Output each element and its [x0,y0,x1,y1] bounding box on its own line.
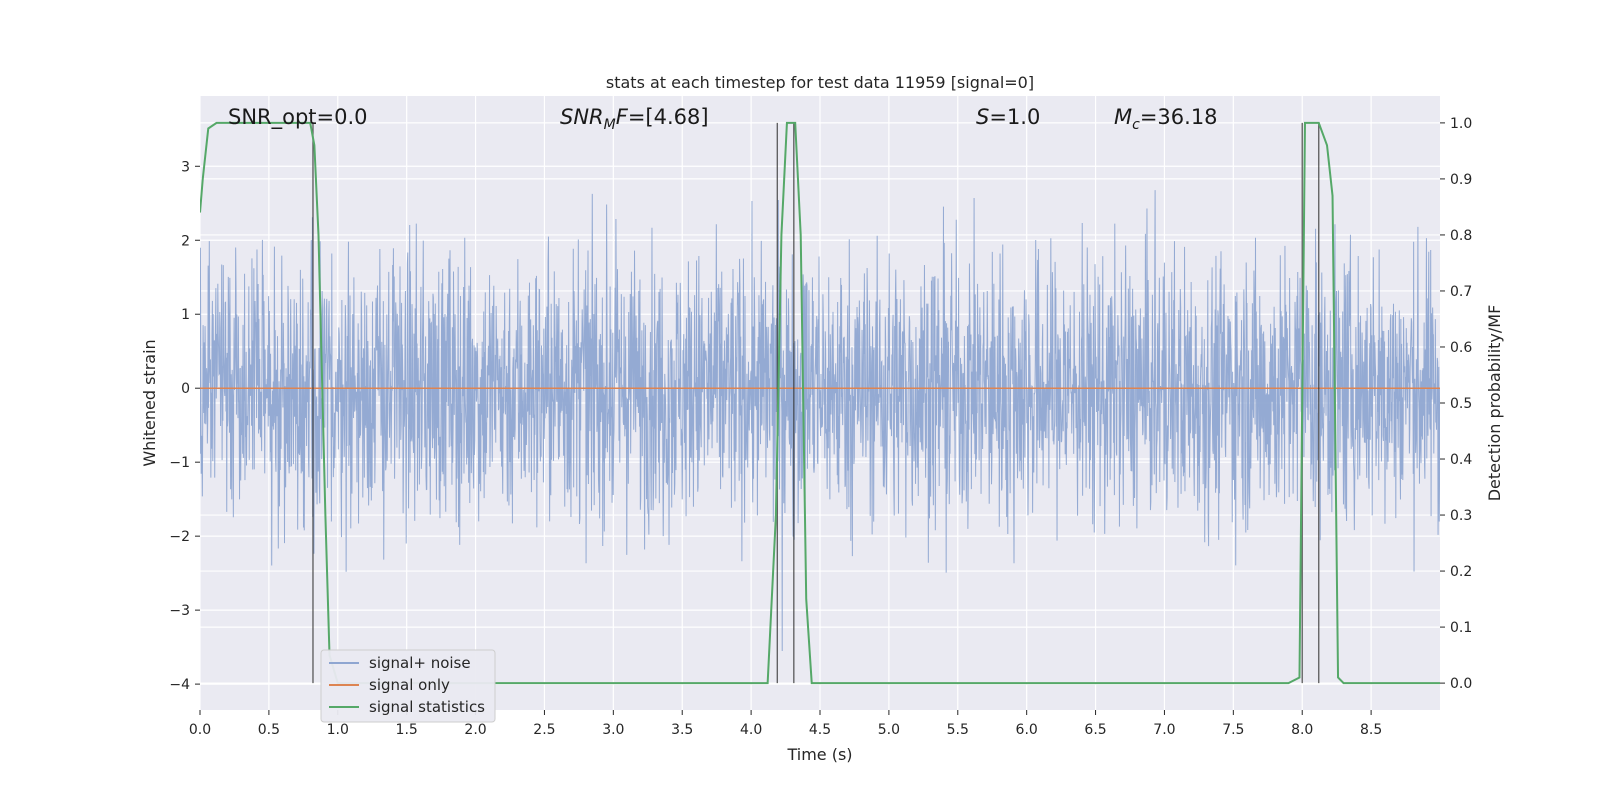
y-tick-label: 0 [181,381,190,397]
x-tick-label: 6.0 [1016,722,1038,738]
y-tick-label: −3 [169,603,190,619]
x-tick-label: 7.5 [1222,722,1244,738]
chart-title: stats at each timestep for test data 119… [606,73,1034,92]
annotation-snr-mf-sub: M [604,117,616,133]
x-tick-label: 0.5 [258,722,280,738]
series-signal-statistics-line [200,121,1440,685]
y2-tick-label: 0.0 [1450,676,1472,692]
annotation-mc-sub: c [1132,117,1140,133]
x-axis: 0.0 0.5 1.0 1.5 2.0 2.5 3.0 3.5 4.0 4.5 5.0 5.5 6.0 6… [189,710,1382,738]
annotation-s-value: =1.0 [989,105,1040,129]
y-axis-right: 1.0 0.9 0.8 0.7 0.6 0.5 0.4 0.3 0.2 0.1 0.0 [1440,116,1472,692]
y2-tick-label: 0.5 [1450,396,1472,412]
plot-data [200,121,1440,685]
annotation-mc-value: =36.18 [1140,105,1218,129]
y-axis-left: 3 2 1 0 −1 −2 −3 −4 [169,159,200,693]
legend-label-stats: signal statistics [369,698,485,716]
legend-label-signal: signal only [369,676,450,694]
x-tick-label: 2.5 [533,722,555,738]
y-tick-label: 3 [181,159,190,175]
x-tick-label: 4.0 [740,722,762,738]
y-tick-label: −4 [169,677,190,693]
annotation-s-name: S [976,105,989,129]
x-tick-label: 3.5 [671,722,693,738]
y2-tick-label: 0.8 [1450,228,1472,244]
annotation-mc-name: M [1114,105,1132,129]
annotation-snr-mf: SNRMF=[4.68] [560,105,709,133]
annotation-mc: Mc=36.18 [1114,105,1218,133]
y-tick-label: 2 [181,233,190,249]
x-tick-label: 8.5 [1360,722,1382,738]
x-tick-label: 3.0 [602,722,624,738]
y-tick-label: −2 [169,529,190,545]
y2-axis-label: Detection probability/MF [1485,305,1504,502]
y2-tick-label: 0.4 [1450,452,1472,468]
y-axis-label: Whitened strain [140,339,159,466]
y-tick-label: −1 [169,455,190,471]
legend: signal+ noise signal only signal statist… [320,649,496,723]
x-tick-label: 1.5 [396,722,418,738]
y2-tick-label: 0.2 [1450,564,1472,580]
legend-label-noise: signal+ noise [369,654,471,672]
y2-tick-label: 0.3 [1450,508,1472,524]
x-tick-label: 5.5 [947,722,969,738]
x-tick-label: 0.0 [189,722,211,738]
legend-box [320,649,496,723]
y-tick-label: 1 [181,307,190,323]
annotation-s: S=1.0 [976,105,1040,129]
annotation-snr-mf-tail: F [616,105,629,129]
y2-tick-label: 0.1 [1450,620,1472,636]
y2-tick-label: 1.0 [1450,116,1472,132]
y2-tick-label: 0.6 [1450,340,1472,356]
annotation-snr-mf-value: =[4.68] [628,105,709,129]
x-tick-label: 4.5 [809,722,831,738]
annotation-snr-mf-name: SNR [560,105,604,129]
annotation-snr-opt: SNR_opt=0.0 [228,105,368,130]
y2-tick-label: 0.7 [1450,284,1472,300]
x-tick-label: 6.5 [1084,722,1106,738]
x-tick-label: 1.0 [327,722,349,738]
x-tick-label: 5.0 [878,722,900,738]
y2-tick-label: 0.9 [1450,172,1472,188]
x-tick-label: 8.0 [1291,722,1313,738]
x-tick-label: 7.0 [1153,722,1175,738]
x-tick-label: 2.0 [464,722,486,738]
series-signal-noise-line [200,190,1440,652]
x-axis-label: Time (s) [786,745,852,764]
